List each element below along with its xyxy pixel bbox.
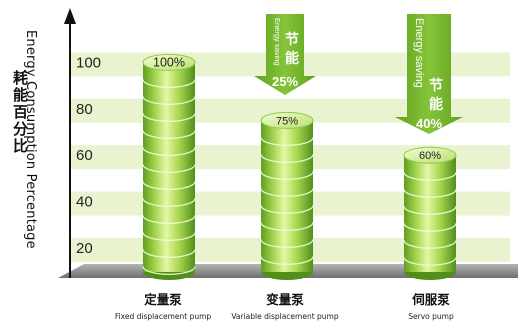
- bar-ring: [260, 222, 314, 232]
- bar-ring: [260, 137, 314, 147]
- category-label-cn: 变量泵: [266, 292, 304, 307]
- category-variable-pump: 变量泵 Variable displacement pump: [210, 289, 360, 321]
- bar-ring: [142, 232, 196, 242]
- saving-label-pct: 25%: [272, 74, 298, 89]
- saving-label-en: Energy saving: [413, 18, 425, 88]
- bar-ring: [142, 215, 196, 225]
- bar-ring: [403, 240, 457, 249]
- saving-arrow: Energy saving 节能 40%: [395, 14, 463, 134]
- bar-ring: [260, 205, 314, 215]
- bar-ring: [142, 164, 196, 174]
- y-tick-labels: 100 80 60 40 20: [76, 54, 101, 257]
- bar-ring: [142, 130, 196, 140]
- bar-ring: [142, 266, 196, 276]
- bar-value-label: 60%: [419, 150, 441, 162]
- saving-arrow-shape: [395, 14, 463, 134]
- bar-ring: [260, 239, 314, 249]
- bar-ring: [142, 147, 196, 157]
- bar-top: [403, 146, 457, 164]
- y-tick-label: 60: [76, 147, 93, 164]
- category-label-cn: 伺服泵: [412, 292, 450, 307]
- y-tick-label: 40: [76, 194, 93, 211]
- bar: 75%: [260, 111, 314, 280]
- y-axis: [64, 8, 76, 278]
- category-servo-pump: 伺服泵 Servo pump: [356, 289, 506, 321]
- bar-ring: [403, 206, 457, 215]
- y-axis-label-en: Energy Consumption Percentage: [23, 30, 52, 280]
- y-tick-label: 100: [76, 54, 101, 71]
- bar-body: [143, 62, 195, 273]
- category-label-en: Variable displacement pump: [231, 312, 339, 321]
- bar-ring: [403, 223, 457, 232]
- bar-ring: [403, 172, 457, 181]
- saving-label-cn: 能: [285, 50, 299, 67]
- bar-ring: [403, 189, 457, 198]
- y-axis-arrowhead: [64, 8, 76, 24]
- bar-ring: [142, 198, 196, 208]
- bar-value-label: 75%: [276, 115, 298, 127]
- bars: 100% 75% 60%: [142, 53, 457, 280]
- saving-arrow-shape: [254, 14, 316, 95]
- bar-top: [142, 53, 196, 71]
- bar-ring: [260, 256, 314, 266]
- bar-value-label: 100%: [153, 55, 185, 69]
- saving-label-cn: 能: [429, 96, 443, 113]
- y-tick-label: 20: [76, 240, 93, 257]
- category-fixed-pump: 定量泵 Fixed displacement pump: [88, 289, 238, 321]
- bar-ring: [142, 249, 196, 259]
- category-label-en: Servo pump: [408, 312, 454, 321]
- saving-label-cn: 节: [429, 77, 443, 94]
- bar: 60%: [403, 146, 457, 280]
- category-label-cn: 定量泵: [144, 292, 182, 307]
- bar-ring: [142, 113, 196, 123]
- y-tick-label: 80: [76, 101, 93, 118]
- saving-arrow: Energy saving 节能 25%: [254, 14, 316, 95]
- category-label-en: Fixed displacement pump: [114, 312, 212, 321]
- bar-ring: [142, 181, 196, 191]
- bar: 100%: [142, 53, 196, 280]
- bar-ring: [142, 96, 196, 106]
- saving-label-cn: 节: [285, 31, 299, 48]
- saving-label-en: Energy saving: [273, 18, 282, 66]
- bar-ring: [260, 188, 314, 198]
- bar-ring: [260, 154, 314, 164]
- y-axis-label-cn: 耗能百分比: [11, 70, 29, 155]
- bar-top: [260, 111, 314, 129]
- bar-ring: [142, 79, 196, 89]
- bar-ring: [260, 171, 314, 181]
- saving-label-pct: 40%: [416, 116, 442, 131]
- bar-ring: [403, 257, 457, 266]
